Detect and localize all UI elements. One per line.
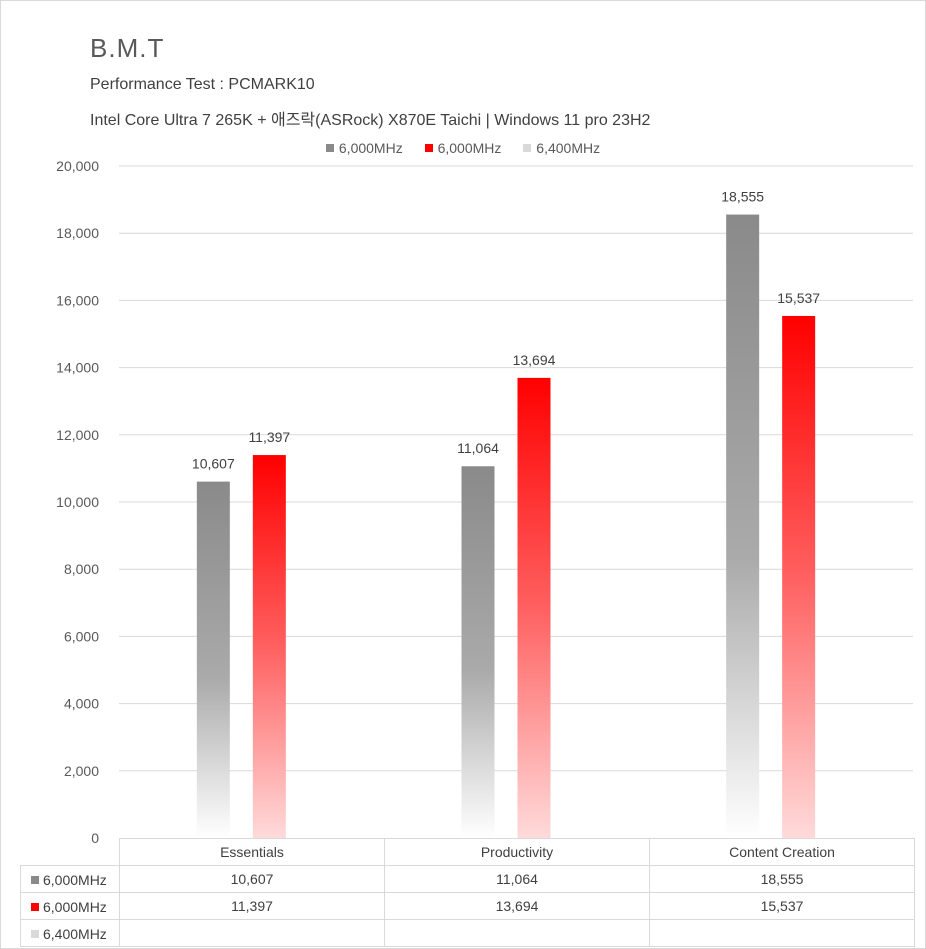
legend-swatch-red [424, 144, 433, 152]
chart-title: B.M.T [90, 33, 165, 63]
data-label: 18,555 [721, 189, 764, 205]
table-cell [649, 919, 915, 947]
data-table: Essentials Productivity Content Creation… [20, 838, 915, 947]
data-label: 11,064 [457, 440, 499, 456]
legend-label: 6,000MHz [338, 140, 403, 156]
system-description: Intel Core Ultra 7 265K + 애즈락(ASRock) X8… [90, 112, 651, 129]
legend: 6,000MHz 6,000MHz 6,400MHz [0, 139, 926, 156]
y-tick-label: 4,000 [64, 696, 99, 712]
table-cell [384, 919, 650, 947]
y-tick-label: 12,000 [56, 427, 99, 443]
data-table-row: 6,000MHz 10,607 11,064 18,555 [20, 865, 915, 893]
row-swatch-light [31, 929, 39, 938]
chart-subtitle: Performance Test : PCMARK10 [90, 76, 315, 93]
legend-item-red: 6,000MHz [424, 140, 502, 156]
bar-red-0 [252, 455, 286, 838]
table-cell [119, 919, 385, 947]
legend-swatch-light [523, 144, 532, 152]
category-header: Essentials [119, 838, 385, 866]
table-cell: 15,537 [649, 892, 915, 920]
legend-swatch-gray [325, 144, 334, 152]
bar-gray-0 [196, 481, 230, 838]
data-label: 11,397 [248, 429, 290, 445]
y-tick-label: 6,000 [64, 628, 99, 644]
row-label: 6,400MHz [43, 925, 107, 942]
row-header: 6,000MHz [20, 865, 120, 893]
table-cell: 11,064 [384, 865, 650, 893]
y-tick-label: 10,000 [56, 494, 99, 510]
row-swatch-gray [31, 875, 39, 884]
legend-item-light: 6,400MHz [523, 140, 600, 156]
row-label: 6,000MHz [43, 898, 107, 915]
bar-gray-1 [461, 466, 495, 838]
category-header: Productivity [384, 838, 650, 866]
y-tick-label: 2,000 [64, 763, 99, 779]
table-cell: 11,397 [119, 892, 385, 920]
y-tick-label: 14,000 [56, 360, 99, 376]
y-tick-label: 8,000 [64, 561, 99, 577]
data-table-corner [20, 838, 120, 866]
row-swatch-red [31, 902, 39, 911]
legend-label: 6,400MHz [536, 140, 601, 156]
bar-red-1 [517, 377, 551, 838]
y-tick-label: 16,000 [56, 292, 99, 308]
table-cell: 10,607 [119, 865, 385, 893]
category-header: Content Creation [649, 838, 915, 866]
table-cell: 13,694 [384, 892, 650, 920]
legend-label: 6,000MHz [437, 140, 502, 156]
data-table-header-row: Essentials Productivity Content Creation [20, 838, 915, 866]
row-header: 6,400MHz [20, 919, 120, 947]
table-cell: 18,555 [649, 865, 915, 893]
data-label: 10,607 [192, 456, 235, 472]
bar-gray-2 [726, 214, 760, 838]
y-tick-label: 18,000 [56, 225, 99, 241]
bar-red-2 [782, 315, 816, 838]
legend-item-gray: 6,000MHz [325, 140, 403, 156]
data-table-row: 6,000MHz 11,397 13,694 15,537 [20, 892, 915, 920]
y-tick-label: 0 [91, 830, 99, 846]
row-label: 6,000MHz [43, 871, 107, 888]
y-tick-label: 20,000 [56, 158, 99, 174]
data-label: 15,537 [777, 290, 820, 306]
row-header: 6,000MHz [20, 892, 120, 920]
data-label: 13,694 [513, 352, 556, 368]
data-table-row: 6,400MHz [20, 919, 915, 947]
